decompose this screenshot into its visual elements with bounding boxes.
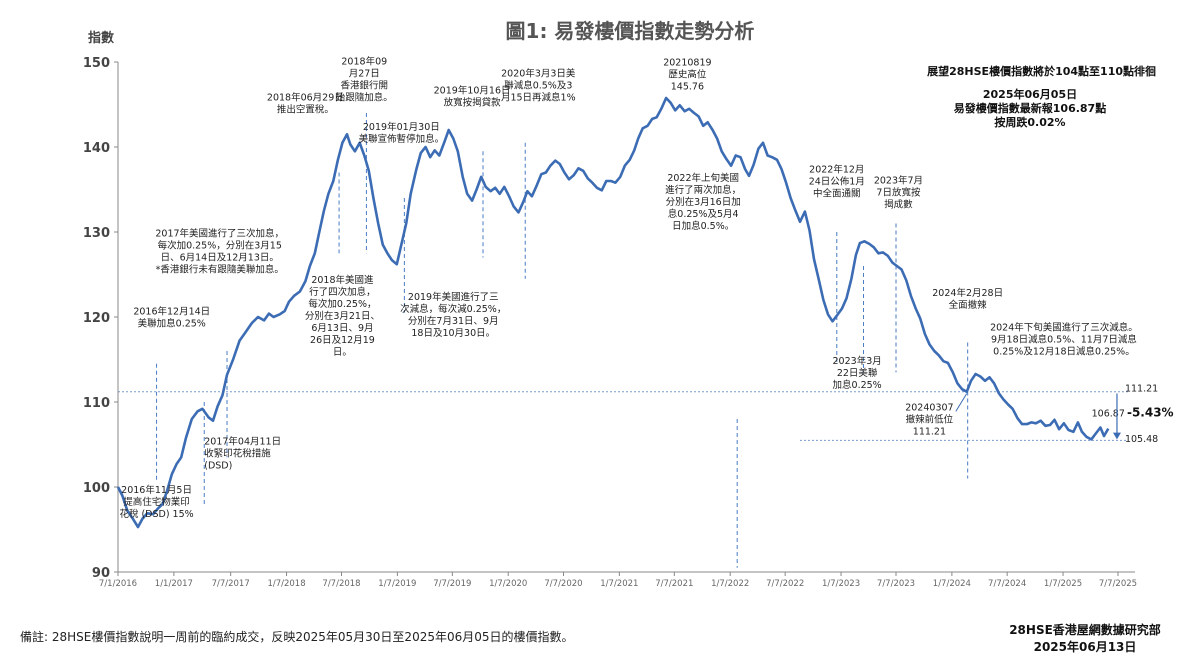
info-line: 2025年06月05日	[983, 87, 1077, 101]
x-tick-label: 1/7/2024	[933, 579, 971, 589]
y-tick-label: 120	[83, 311, 110, 326]
annotation: 20240307 撤辣前低位 111.21	[905, 403, 953, 438]
change-label: -5.43%	[1127, 405, 1174, 419]
annotation: 2018年09 月27日香港銀行開始跟隨加息。	[336, 56, 393, 104]
annotation: 2020年3月3日美聯減息0.5%及3 月15日再減息1%	[501, 67, 576, 103]
x-tick-label: 7/7/2017	[212, 579, 250, 589]
annotation: 2022年12月 24日公佈1月中全面通關	[809, 164, 865, 200]
y-tick-label: 110	[83, 396, 110, 411]
x-tick-label: 7/7/2023	[877, 579, 915, 589]
annotation: 2017年美國進行了三次加息，每次加0.25%，分別在3月15 日、6月14日及1…	[155, 227, 284, 275]
x-tick-label: 1/1/2017	[155, 579, 193, 589]
x-tick-label: 1/7/2018	[267, 579, 305, 589]
annotation: 2018年06月29日推出空置稅。	[267, 91, 344, 115]
y-tick-label: 140	[83, 141, 110, 156]
annotation: 2019年美國進行了三次減息，每次減0.25%，分別在7月31日、9月 18日及1…	[400, 291, 506, 339]
x-tick-label: 1/7/2021	[600, 579, 638, 589]
x-tick-label: 1/7/2019	[378, 579, 416, 589]
x-tick-label: 7/1/2016	[99, 579, 137, 589]
annotation: 2016年11月5日提高住宅物業印花稅 (DSD) 15%	[119, 484, 193, 520]
source-block: 28HSE香港屋網數據研究部 2025年06月13日	[985, 621, 1185, 655]
info-line: 展望28HSE樓價指數將於104點至110點徘徊	[926, 64, 1156, 78]
source-date: 2025年06月13日	[1033, 640, 1137, 654]
outlook-info-box: 展望28HSE樓價指數將於104點至110點徘徊 2025年06月05日易發樓價指…	[926, 64, 1156, 129]
x-tick-label: 7/7/2025	[1099, 579, 1137, 589]
annotation: 2022年上旬美國進行了兩次加息，分別在3月16日加息0.25%及5月4 日加息0…	[665, 172, 741, 232]
y-tick-label: 150	[83, 56, 110, 71]
footnote: 備註: 28HSE樓價指數說明一周前的臨約成交，反映2025年05月30日至20…	[20, 630, 574, 644]
low-point-pointer	[955, 393, 968, 412]
annotation: 2024年2月28日全面撤辣	[932, 287, 1003, 311]
x-tick-label: 1/7/2025	[1044, 579, 1082, 589]
index-series-line	[116, 96, 1110, 529]
source-name: 28HSE香港屋網數據研究部	[1009, 623, 1161, 637]
x-tick-label: 7/7/2019	[433, 579, 471, 589]
x-tick-label: 7/7/2020	[544, 579, 582, 589]
annotation: 2019年01月30日美聯宣佈暫停加息。	[359, 121, 445, 145]
y-tick-label: 100	[83, 481, 110, 496]
annotation: 106.87	[1092, 408, 1125, 419]
info-line: 按周跌0.02%	[994, 115, 1065, 129]
annotation: 2016年12月14日美聯加息0.25%	[133, 305, 210, 329]
annotation: 2023年7月 7日放寬按揭成數	[874, 175, 923, 211]
annotation: 2017年04月11日收緊印花稅措施(DSD)	[204, 436, 281, 472]
info-line: 易發樓價指數最新報106.87點	[954, 101, 1106, 115]
y-axis-label: 指數	[88, 30, 114, 46]
y-tick-label: 130	[83, 226, 110, 241]
x-tick-label: 7/7/2021	[655, 579, 693, 589]
annotation: 20210819 歷史高位 145.76	[663, 57, 711, 92]
annotation: 2019年10月16日放寬按揭貸款	[434, 84, 511, 108]
x-tick-label: 7/7/2024	[988, 579, 1026, 589]
chart-title: 圖1: 易發樓價指數走勢分析	[506, 19, 755, 43]
x-tick-label: 7/7/2022	[766, 579, 804, 589]
annotation: 2018年美國進行了四次加息，每次加0.25%，分別在3月21日、 6月13日、9…	[305, 274, 380, 358]
change-arrow-head	[1112, 432, 1121, 440]
x-tick-label: 7/7/2018	[322, 579, 360, 589]
annotation: 111.21	[1125, 384, 1158, 395]
annotation: 105.48	[1125, 434, 1158, 445]
x-tick-label: 1/7/2023	[822, 579, 860, 589]
annotation: 2023年3月 22日美聯加息0.25%	[833, 355, 882, 391]
annotation: 2024年下旬美國進行了三次減息。 9月18日減息0.5%、11月7日減息 0.25…	[990, 322, 1138, 358]
y-tick-label: 90	[92, 566, 110, 581]
x-tick-label: 1/7/2022	[711, 579, 749, 589]
x-tick-label: 1/7/2020	[489, 579, 527, 589]
